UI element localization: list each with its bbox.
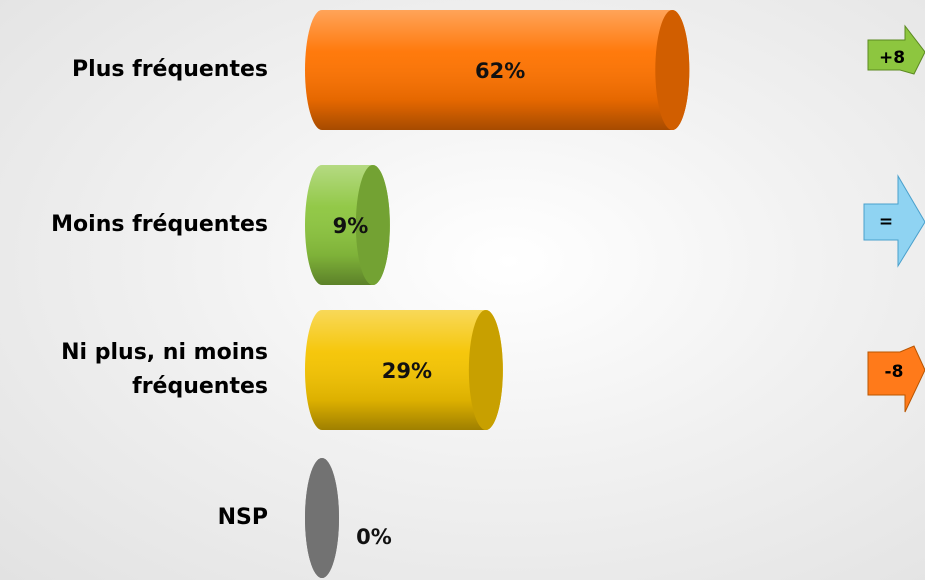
bar (305, 458, 339, 578)
change-label: = (879, 212, 893, 232)
category-label: Moins fréquentes (51, 212, 268, 237)
bar-cap-shade (305, 458, 339, 578)
value-label: 62% (475, 59, 525, 83)
bar (305, 10, 690, 130)
bar-cap (655, 10, 690, 130)
bar-cap-shade (655, 10, 690, 130)
change-label: -8 (885, 362, 904, 382)
bar (305, 165, 390, 285)
bar-cap-shade (355, 165, 390, 285)
change-label: +8 (879, 48, 905, 68)
value-label: 29% (382, 359, 432, 383)
category-label: Ni plus, ni moins fréquentes (61, 340, 268, 399)
bar-cap (468, 310, 503, 430)
bar-shade (305, 310, 503, 430)
bar-cap (355, 165, 390, 285)
bar-cap-shade (468, 310, 503, 430)
arrow-right (863, 174, 925, 268)
value-label: 9% (333, 214, 369, 238)
change-indicators (863, 24, 925, 413)
bar (305, 310, 503, 430)
bar-shade (305, 10, 690, 130)
category-label: Plus fréquentes (72, 57, 268, 82)
arrow-up (867, 24, 925, 75)
bar-cap (305, 458, 339, 578)
category-label: NSP (217, 505, 268, 530)
arrow-down (867, 345, 925, 413)
value-label: 0% (356, 525, 392, 549)
